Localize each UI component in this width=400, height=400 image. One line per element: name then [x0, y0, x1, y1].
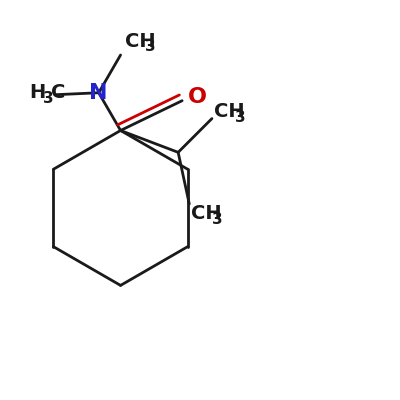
Text: N: N [90, 83, 108, 103]
Text: C: C [51, 83, 65, 102]
Text: H: H [29, 83, 45, 102]
Text: 3: 3 [43, 91, 54, 106]
Text: O: O [188, 87, 207, 107]
Text: CH: CH [124, 32, 155, 51]
Text: 3: 3 [212, 212, 222, 227]
Text: 3: 3 [145, 39, 156, 54]
Text: CH: CH [214, 102, 244, 121]
Text: 3: 3 [234, 110, 245, 125]
Text: CH: CH [191, 204, 222, 224]
